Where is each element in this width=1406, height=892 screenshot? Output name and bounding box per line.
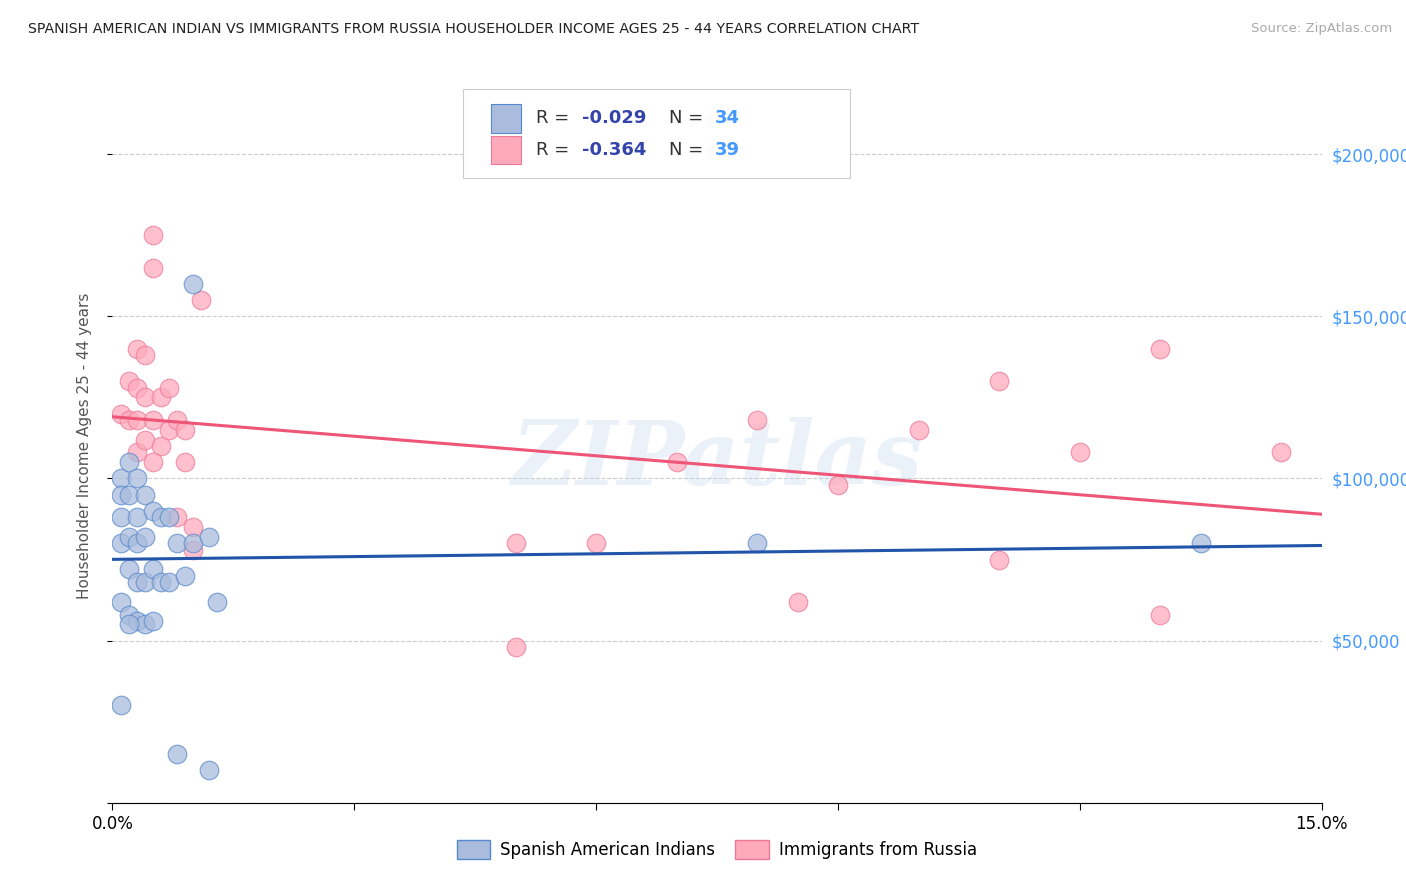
Point xyxy=(166,747,188,761)
Point xyxy=(117,413,139,427)
Y-axis label: Householder Income Ages 25 - 44 years: Householder Income Ages 25 - 44 years xyxy=(77,293,91,599)
Point xyxy=(149,575,172,590)
Point xyxy=(117,562,139,576)
Point xyxy=(142,260,165,275)
Point xyxy=(149,439,172,453)
Point xyxy=(585,536,607,550)
Text: -0.364: -0.364 xyxy=(582,141,645,159)
Point xyxy=(174,423,197,437)
Point xyxy=(117,374,139,388)
Text: 39: 39 xyxy=(714,141,740,159)
Point xyxy=(110,488,132,502)
Point xyxy=(181,542,204,557)
Point xyxy=(157,423,180,437)
Point xyxy=(142,455,165,469)
Point xyxy=(110,595,132,609)
Point xyxy=(166,510,188,524)
Point xyxy=(110,536,132,550)
Point xyxy=(142,413,165,427)
Point xyxy=(142,562,165,576)
Point xyxy=(110,698,132,713)
Point xyxy=(142,504,165,518)
Point xyxy=(117,455,139,469)
Point xyxy=(190,293,212,307)
Point xyxy=(157,381,180,395)
Point xyxy=(134,348,156,362)
Bar xyxy=(491,136,522,164)
Point xyxy=(907,423,929,437)
Point xyxy=(125,342,148,356)
Point xyxy=(110,471,132,485)
Text: R =: R = xyxy=(536,110,575,128)
Point xyxy=(125,536,148,550)
Point xyxy=(134,530,156,544)
Point xyxy=(134,390,156,404)
Point xyxy=(157,510,180,524)
Point xyxy=(181,536,204,550)
Point xyxy=(1270,445,1292,459)
Text: -0.029: -0.029 xyxy=(582,110,645,128)
Point xyxy=(747,536,769,550)
Point xyxy=(134,575,156,590)
Point xyxy=(827,478,849,492)
Point xyxy=(134,617,156,632)
Point xyxy=(117,617,139,632)
Point xyxy=(1189,536,1212,550)
Point xyxy=(125,510,148,524)
FancyBboxPatch shape xyxy=(463,89,851,178)
Text: Source: ZipAtlas.com: Source: ZipAtlas.com xyxy=(1251,22,1392,36)
Point xyxy=(125,575,148,590)
Point xyxy=(198,530,221,544)
Point xyxy=(181,277,204,291)
Point xyxy=(1149,607,1171,622)
Text: 34: 34 xyxy=(714,110,740,128)
Point xyxy=(747,413,769,427)
Point xyxy=(181,520,204,534)
Point xyxy=(110,510,132,524)
Point xyxy=(166,536,188,550)
Text: N =: N = xyxy=(669,141,709,159)
Text: N =: N = xyxy=(669,110,709,128)
Point xyxy=(157,575,180,590)
Text: ZIPatlas: ZIPatlas xyxy=(512,417,922,503)
Text: R =: R = xyxy=(536,141,575,159)
Point xyxy=(174,455,197,469)
Point xyxy=(786,595,808,609)
Point xyxy=(988,374,1011,388)
Legend: Spanish American Indians, Immigrants from Russia: Spanish American Indians, Immigrants fro… xyxy=(450,833,984,866)
Point xyxy=(125,614,148,628)
Point xyxy=(505,536,527,550)
Point xyxy=(166,413,188,427)
Point xyxy=(134,433,156,447)
Point xyxy=(149,510,172,524)
Point xyxy=(174,568,197,582)
Point xyxy=(1149,342,1171,356)
Point xyxy=(1069,445,1091,459)
Point xyxy=(110,407,132,421)
Point xyxy=(142,228,165,243)
Point xyxy=(117,530,139,544)
Text: SPANISH AMERICAN INDIAN VS IMMIGRANTS FROM RUSSIA HOUSEHOLDER INCOME AGES 25 - 4: SPANISH AMERICAN INDIAN VS IMMIGRANTS FR… xyxy=(28,22,920,37)
Bar xyxy=(491,104,522,133)
Point xyxy=(134,488,156,502)
Point xyxy=(125,413,148,427)
Point xyxy=(117,488,139,502)
Point xyxy=(198,764,221,778)
Point xyxy=(125,445,148,459)
Point xyxy=(988,552,1011,566)
Point xyxy=(125,471,148,485)
Point xyxy=(665,455,688,469)
Point xyxy=(125,381,148,395)
Point xyxy=(117,607,139,622)
Point xyxy=(142,614,165,628)
Point xyxy=(505,640,527,654)
Point xyxy=(207,595,229,609)
Point xyxy=(149,390,172,404)
